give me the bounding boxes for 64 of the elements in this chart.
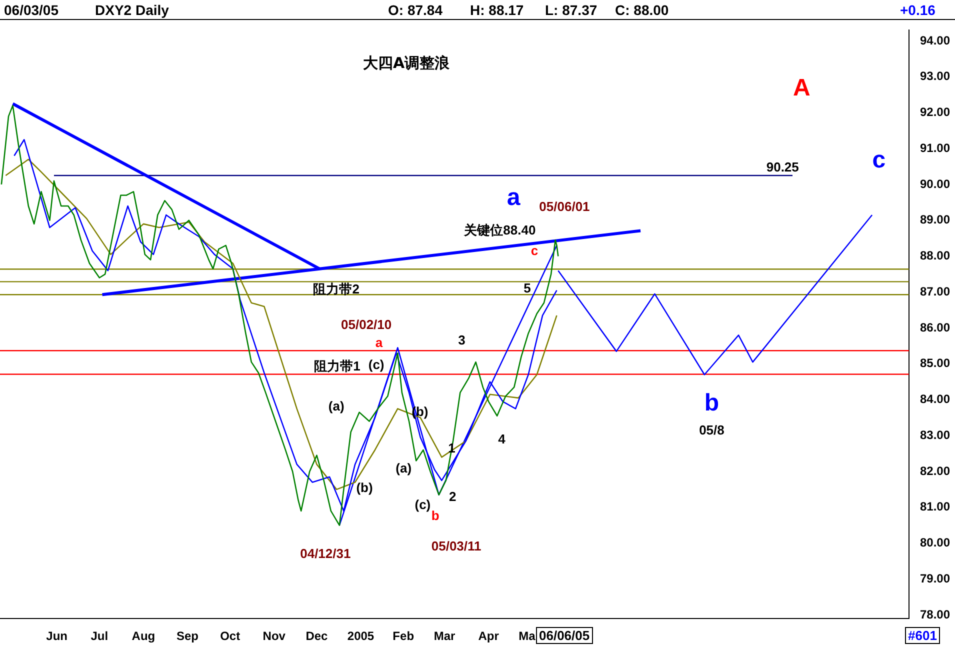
annotation: 关键位88.40 bbox=[463, 222, 536, 238]
y-tick-label: 89.00 bbox=[920, 212, 950, 227]
annotation: (a) bbox=[396, 460, 412, 476]
annotation: 5 bbox=[524, 280, 531, 296]
text: 06/06/05 bbox=[536, 627, 593, 644]
annotation: (b) bbox=[356, 480, 373, 496]
y-tick-label: 90.00 bbox=[920, 176, 950, 191]
annotation: 3 bbox=[458, 332, 466, 348]
annotation: 04/12/31 bbox=[300, 546, 351, 562]
annotation: 05/02/10 bbox=[341, 317, 392, 332]
y-tick-label: 94.00 bbox=[920, 33, 950, 48]
annotation: 05/06/01 bbox=[539, 198, 590, 214]
x-tick-label: Aug bbox=[132, 629, 156, 644]
text: 大四A调整浪 bbox=[363, 54, 451, 72]
annotation: A bbox=[793, 74, 810, 102]
annotation: 05/03/11 bbox=[431, 538, 482, 554]
annotation: 4 bbox=[498, 431, 506, 446]
x-tick-label: Apr bbox=[478, 629, 500, 644]
text: #601 bbox=[905, 627, 940, 644]
text: +0.16 bbox=[900, 2, 936, 18]
annotation: 阻力带2 bbox=[313, 281, 360, 296]
annotation: 阻力带1 bbox=[314, 358, 360, 374]
text: L: 87.37 bbox=[545, 2, 598, 18]
x-tick-label: Ma bbox=[518, 629, 536, 644]
x-tick-label: Nov bbox=[262, 629, 286, 644]
x-tick-label: Mar bbox=[434, 629, 456, 644]
annotation: (c) bbox=[414, 497, 431, 512]
x-tick-label: 2005 bbox=[347, 629, 374, 644]
x-tick-label: Feb bbox=[392, 629, 414, 644]
y-tick-label: 80.00 bbox=[920, 536, 950, 550]
x-tick-label: Oct bbox=[220, 629, 240, 644]
x-tick-label: Jul bbox=[90, 629, 108, 644]
annotation: (c) bbox=[368, 357, 384, 372]
y-tick-label: 83.00 bbox=[920, 428, 950, 442]
text: C: 88.00 bbox=[615, 2, 669, 18]
annotation: 2 bbox=[449, 488, 456, 504]
annotation: 90.25 bbox=[766, 159, 799, 174]
annotation: a bbox=[506, 184, 521, 212]
y-tick-label: 84.00 bbox=[920, 392, 950, 406]
y-tick-label: 81.00 bbox=[920, 500, 950, 514]
y-tick-label: 92.00 bbox=[920, 105, 950, 120]
x-tick-label: Jun bbox=[46, 629, 68, 644]
text: DXY2 Daily bbox=[95, 2, 169, 18]
y-tick-label: 88.00 bbox=[920, 248, 950, 263]
x-tick-label: Dec bbox=[306, 629, 328, 644]
y-tick-label: 86.00 bbox=[920, 320, 950, 334]
y-tick-label: 82.00 bbox=[920, 464, 950, 478]
y-tick-label: 87.00 bbox=[920, 284, 950, 298]
x-tick-label: Sep bbox=[176, 629, 198, 644]
annotation: b bbox=[704, 389, 720, 416]
text: O: 87.84 bbox=[388, 2, 442, 18]
annotation: 05/8 bbox=[699, 422, 724, 438]
y-tick-label: 85.00 bbox=[920, 356, 950, 370]
y-tick-label: 93.00 bbox=[920, 69, 950, 84]
annotation: (a) bbox=[328, 398, 344, 414]
annotation: a bbox=[375, 334, 384, 350]
annotation: c bbox=[530, 243, 538, 258]
y-tick-label: 79.00 bbox=[920, 571, 950, 586]
annotation: b bbox=[431, 508, 440, 523]
y-tick-label: 91.00 bbox=[920, 140, 950, 155]
annotation: c bbox=[872, 146, 886, 174]
text: 06/03/05 bbox=[4, 2, 58, 18]
y-tick-label: 78.00 bbox=[920, 607, 950, 622]
text: H: 88.17 bbox=[470, 2, 524, 18]
